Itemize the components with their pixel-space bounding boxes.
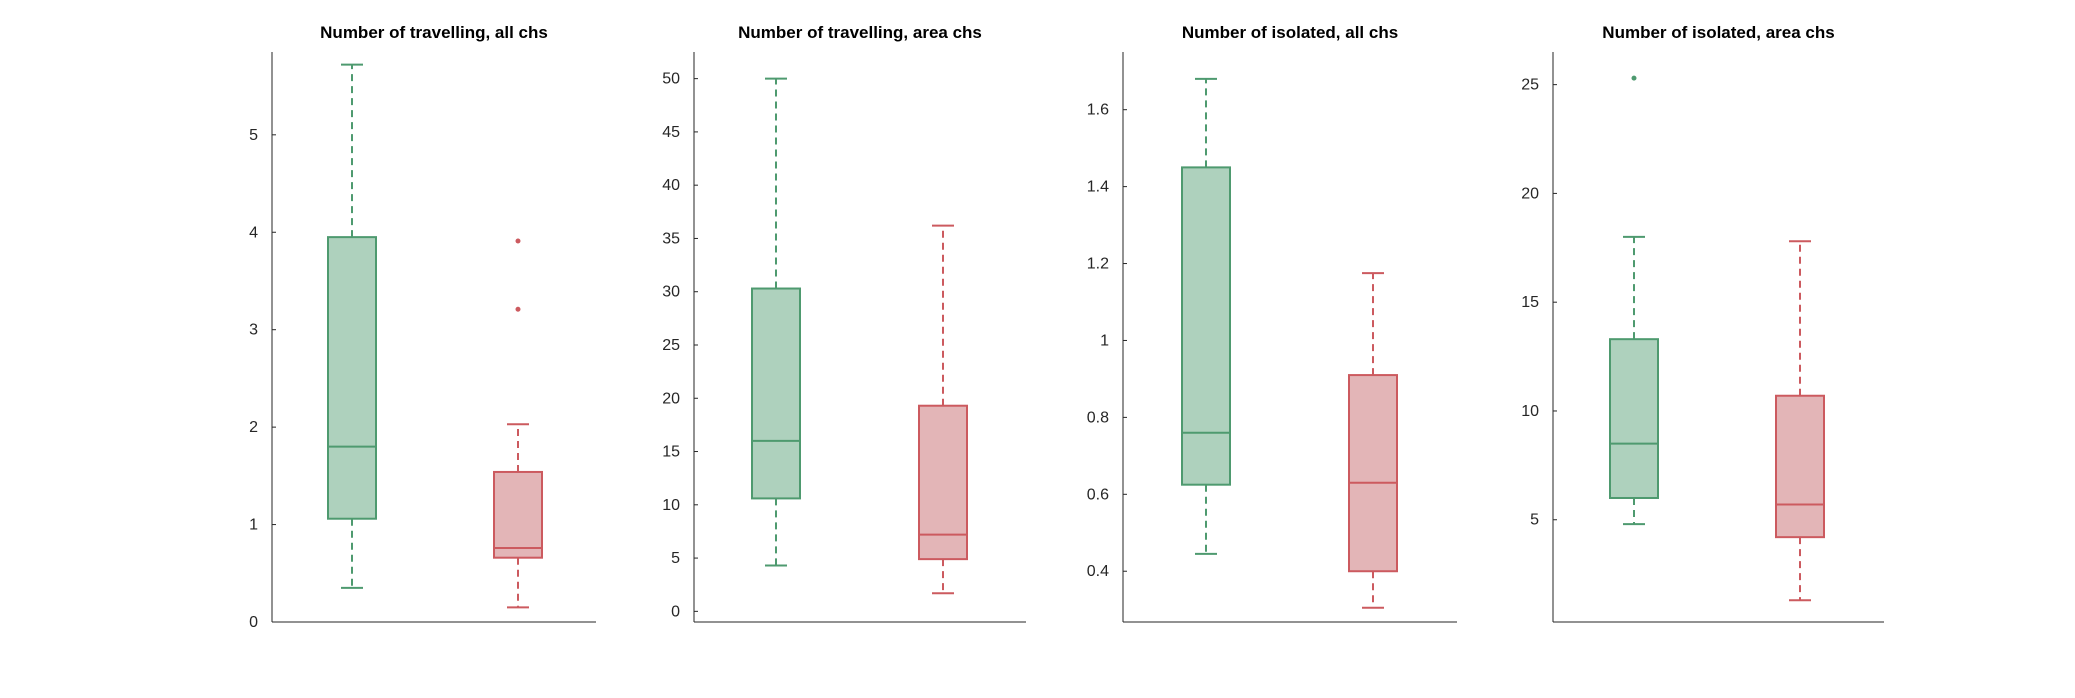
y-tick-label: 1.2 [1087,256,1109,273]
y-tick-label: 5 [249,127,258,144]
box-group-1 [327,63,377,589]
box-group-2 [918,224,968,595]
y-tick-label: 0 [249,614,258,631]
box-iqr [918,404,968,561]
y-tick-label: 10 [1521,403,1539,420]
y-tick-label: 3 [249,322,258,339]
y-tick-label: 15 [1521,294,1539,311]
y-tick-label: 30 [662,284,680,301]
chart-panel-1: Number of travelling, all chs 0 1 2 3 4 5 [249,23,596,631]
y-tick-label: 25 [1521,77,1539,94]
box-group-1 [1181,77,1231,555]
box-iqr [327,236,377,520]
y-tick-label: 0.6 [1087,486,1109,503]
chart-title: Number of isolated, area chs [1602,23,1834,42]
box-iqr [1775,394,1825,539]
y-tick-label: 0.8 [1087,409,1109,426]
y-tick-label: 0.4 [1087,563,1109,580]
y-tick-label: 5 [671,550,680,567]
box-group-1 [1609,75,1659,526]
box-iqr [1181,166,1231,486]
box-iqr [1609,338,1659,499]
chart-title: Number of travelling, all chs [320,23,548,42]
box-group-2 [1775,240,1825,602]
y-tick-label: 20 [662,390,680,407]
y-tick-label: 45 [662,124,680,141]
box-group-2 [493,238,543,609]
box-group-1 [751,77,801,567]
y-tick-label: 1.4 [1087,179,1109,196]
outlier-point [515,238,521,244]
y-tick-label: 4 [249,224,258,241]
y-tick-label: 35 [662,230,680,247]
y-tick-label: 50 [662,71,680,88]
y-tick-label: 25 [662,337,680,354]
y-tick-label: 20 [1521,185,1539,202]
outlier-point [1631,75,1637,81]
box-group-2 [1348,272,1398,609]
chart-title: Number of isolated, all chs [1182,23,1398,42]
outlier-point [515,306,521,312]
chart-panel-3: Number of isolated, all chs 0.4 0.6 0.8 1 1.2… [1087,23,1457,623]
box-iqr [751,287,801,500]
y-tick-label: 1 [249,517,258,534]
y-tick-label: 15 [662,444,680,461]
box-iqr [493,470,543,559]
y-tick-label: 5 [1530,512,1539,529]
y-tick-label: 10 [662,497,680,514]
y-tick-label: 40 [662,177,680,194]
y-tick-label: 1 [1100,332,1109,349]
chart-panel-4: Number of isolated, area chs 5 10 15 20 25 [1521,23,1884,623]
y-tick-label: 2 [249,419,258,436]
box-iqr [1348,374,1398,573]
chart-title: Number of travelling, area chs [738,23,982,42]
chart-panel-2: Number of travelling, area chs 0 5 10 15 20 25… [662,23,1026,623]
y-tick-label: 0 [671,603,680,620]
y-tick-label: 1.6 [1087,102,1109,119]
